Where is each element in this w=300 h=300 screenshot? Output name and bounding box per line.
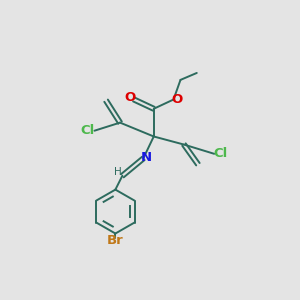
Text: H: H <box>114 167 122 177</box>
Text: O: O <box>172 93 183 106</box>
Text: Br: Br <box>107 234 124 247</box>
Text: O: O <box>124 91 135 104</box>
Text: N: N <box>141 152 152 164</box>
Text: Cl: Cl <box>81 124 95 136</box>
Text: Cl: Cl <box>214 147 228 160</box>
